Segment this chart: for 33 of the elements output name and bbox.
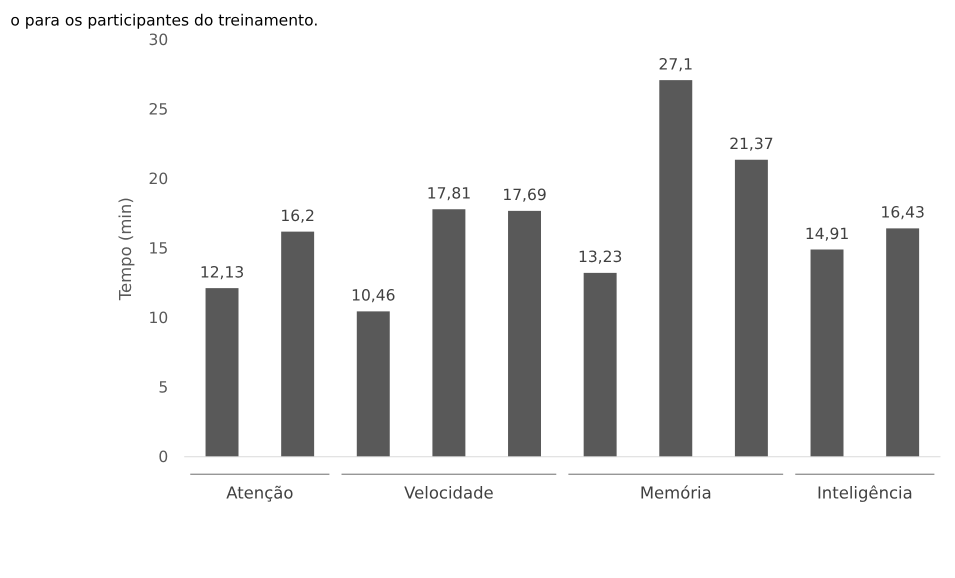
chart-title: o para os participantes do treinamento. bbox=[10, 11, 318, 30]
bar bbox=[356, 311, 390, 457]
bar bbox=[584, 272, 617, 457]
y-tick-label: 5 bbox=[158, 378, 168, 397]
y-tick-label: 15 bbox=[148, 240, 168, 258]
bar bbox=[432, 209, 466, 457]
bar bbox=[659, 80, 692, 457]
text: Memória bbox=[640, 483, 712, 502]
data-label: 27,1 bbox=[658, 55, 694, 74]
data-label: 21,37 bbox=[729, 135, 774, 154]
data-label: 10,46 bbox=[351, 286, 396, 305]
bar bbox=[886, 228, 920, 457]
bar bbox=[206, 288, 239, 457]
bar bbox=[810, 250, 844, 457]
data-label: 17,69 bbox=[502, 186, 547, 204]
y-tick-label: 25 bbox=[148, 100, 168, 119]
series-label: Inteligência bbox=[816, 483, 913, 502]
y-tick-label: 10 bbox=[148, 309, 168, 328]
y-tick-label: 20 bbox=[148, 170, 168, 188]
data-label: 16,2 bbox=[280, 206, 315, 225]
data-label: 12,13 bbox=[200, 263, 244, 282]
series-label: Velocidade bbox=[404, 483, 494, 502]
bar bbox=[281, 232, 314, 457]
data-label: 14,91 bbox=[804, 224, 850, 243]
y-tick-label: 30 bbox=[148, 31, 168, 50]
bar bbox=[734, 160, 768, 457]
data-label: 13,23 bbox=[578, 248, 622, 266]
y-axis-title: Tempo (min) bbox=[116, 197, 136, 302]
bar bbox=[508, 210, 542, 457]
y-tick-label: 0 bbox=[158, 448, 168, 466]
series-label: Atenção bbox=[226, 483, 294, 502]
data-label: 16,43 bbox=[880, 204, 925, 222]
data-label: 17,81 bbox=[426, 184, 472, 203]
